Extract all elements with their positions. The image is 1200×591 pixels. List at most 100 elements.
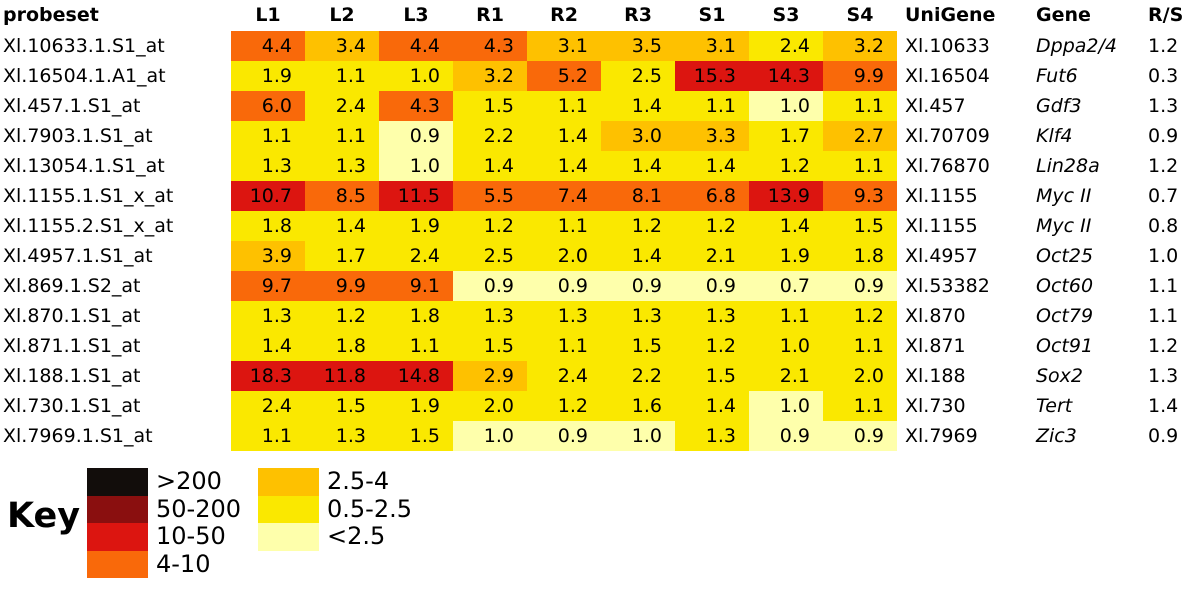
key-column-left: >200 50-200 10-50 4-10 xyxy=(87,467,242,578)
value-cell: 1.6 xyxy=(601,391,675,421)
key-swatch-orange xyxy=(87,550,148,578)
rs-cell: 0.3 xyxy=(1148,65,1179,87)
rs-cell: 1.2 xyxy=(1148,155,1179,177)
value-cell: 1.1 xyxy=(305,61,379,91)
unigene-cell: Xl.188 xyxy=(905,365,966,387)
sample-header-s3: S3 xyxy=(772,4,800,26)
value-cell: 0.9 xyxy=(823,271,897,301)
value-cell: 1.3 xyxy=(231,151,305,181)
value-cell: 1.0 xyxy=(379,61,453,91)
rs-cell: 0.7 xyxy=(1148,185,1179,207)
value-cell: 1.4 xyxy=(675,391,749,421)
key-range-label: 0.5-2.5 xyxy=(327,494,412,523)
probeset-cell: Xl.869.1.S2_at xyxy=(3,275,141,297)
gene-cell: Gdf3 xyxy=(1036,95,1082,117)
value-cell: 1.0 xyxy=(601,421,675,451)
value-cell: 5.2 xyxy=(527,61,601,91)
sample-header-l1: L1 xyxy=(255,4,281,26)
value-cell: 1.3 xyxy=(231,301,305,331)
key-entry: 10-50 xyxy=(87,522,241,551)
value-cell: 4.4 xyxy=(231,31,305,61)
value-cell: 1.3 xyxy=(675,421,749,451)
value-cell: 1.3 xyxy=(675,301,749,331)
value-cell: 1.1 xyxy=(231,421,305,451)
value-cell: 1.9 xyxy=(231,61,305,91)
gene-cell: Oct79 xyxy=(1036,305,1094,327)
probeset-cell: Xl.1155.2.S1_x_at xyxy=(3,215,174,237)
value-cell: 2.5 xyxy=(453,241,527,271)
value-cell: 2.1 xyxy=(749,361,823,391)
value-cell: 1.4 xyxy=(601,151,675,181)
gene-cell: Zic3 xyxy=(1036,425,1077,447)
gene-cell: Dppa2/4 xyxy=(1036,35,1117,57)
value-cell: 1.9 xyxy=(749,241,823,271)
unigene-cell: Xl.730 xyxy=(905,395,966,417)
value-cell: 1.4 xyxy=(231,331,305,361)
value-cell: 2.0 xyxy=(823,361,897,391)
value-cell: 1.9 xyxy=(379,211,453,241)
probeset-cell: Xl.457.1.S1_at xyxy=(3,95,141,117)
gene-cell: Oct60 xyxy=(1036,275,1094,297)
value-cell: 1.3 xyxy=(305,421,379,451)
value-cell: 1.4 xyxy=(453,151,527,181)
value-cell: 3.4 xyxy=(305,31,379,61)
value-cell: 4.3 xyxy=(379,91,453,121)
probeset-cell: Xl.871.1.S1_at xyxy=(3,335,141,357)
value-cell: 1.1 xyxy=(527,331,601,361)
sample-header-r1: R1 xyxy=(476,4,504,26)
value-cell: 1.2 xyxy=(527,391,601,421)
value-cell: 1.0 xyxy=(749,391,823,421)
value-cell: 11.8 xyxy=(305,361,379,391)
value-cell: 2.4 xyxy=(527,361,601,391)
gene-cell: Lin28a xyxy=(1036,155,1100,177)
unigene-cell: Xl.70709 xyxy=(905,125,990,147)
value-cell: 0.7 xyxy=(749,271,823,301)
value-cell: 1.4 xyxy=(601,241,675,271)
unigene-cell: Xl.53382 xyxy=(905,275,990,297)
probeset-cell: Xl.1155.1.S1_x_at xyxy=(3,185,174,207)
value-cell: 1.1 xyxy=(823,91,897,121)
value-cell: 2.4 xyxy=(379,241,453,271)
rs-cell: 1.3 xyxy=(1148,95,1179,117)
value-cell: 2.2 xyxy=(601,361,675,391)
value-cell: 13.9 xyxy=(749,181,823,211)
value-cell: 1.3 xyxy=(305,151,379,181)
key-entry: 50-200 xyxy=(87,494,242,523)
value-cell: 1.1 xyxy=(823,391,897,421)
value-cell: 6.0 xyxy=(231,91,305,121)
unigene-cell: Xl.7969 xyxy=(905,425,978,447)
unigene-cell: Xl.76870 xyxy=(905,155,990,177)
value-cell: 2.4 xyxy=(231,391,305,421)
rs-cell: 1.3 xyxy=(1148,365,1179,387)
unigene-cell: Xl.871 xyxy=(905,335,966,357)
probeset-cell: Xl.4957.1.S1_at xyxy=(3,245,153,267)
value-cell: 1.4 xyxy=(675,151,749,181)
value-cell: 1.1 xyxy=(823,151,897,181)
value-cell: 4.4 xyxy=(379,31,453,61)
value-cell: 1.4 xyxy=(527,151,601,181)
expression-heatmap-table: probeset L1 L2 L3 R1 R2 R3 S1 S3 S4 UniGene Gene R/S… xyxy=(3,4,1183,451)
value-cell: 8.5 xyxy=(305,181,379,211)
value-cell: 9.3 xyxy=(823,181,897,211)
key-range-label: 50-200 xyxy=(156,494,242,523)
key-range-label: 10-50 xyxy=(156,522,226,550)
value-cell: 2.1 xyxy=(675,241,749,271)
probeset-cell: Xl.7903.1.S1_at xyxy=(3,125,153,147)
value-cell: 3.2 xyxy=(823,31,897,61)
value-cell: 1.7 xyxy=(749,121,823,151)
value-cell: 14.8 xyxy=(379,361,453,391)
value-cell: 1.1 xyxy=(675,91,749,121)
value-cell: 8.1 xyxy=(601,181,675,211)
value-cell: 1.1 xyxy=(527,211,601,241)
key-range-label: >200 xyxy=(156,467,222,495)
rs-cell: 0.9 xyxy=(1148,425,1179,447)
rs-cell: 1.1 xyxy=(1148,305,1179,327)
key-entry: 0.5-2.5 xyxy=(258,494,412,523)
value-cell: 1.2 xyxy=(601,211,675,241)
probeset-cell: Xl.10633.1.S1_at xyxy=(3,35,165,57)
unigene-cell: Xl.1155 xyxy=(905,215,978,237)
value-cell: 1.1 xyxy=(379,331,453,361)
value-cell: 1.5 xyxy=(379,421,453,451)
key-swatch-darkred xyxy=(87,495,148,523)
value-cell: 1.2 xyxy=(453,211,527,241)
